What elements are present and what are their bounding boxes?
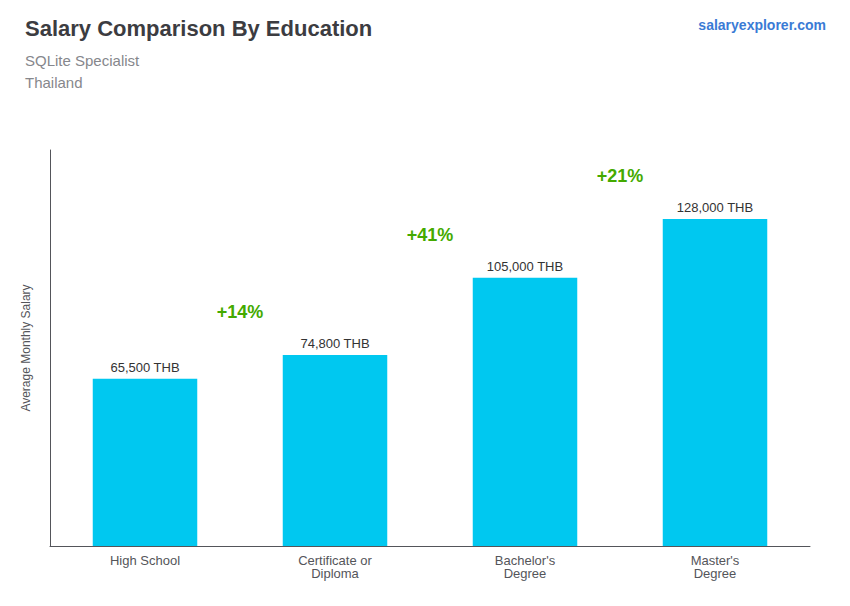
svg-text:74,800 THB: 74,800 THB (300, 336, 369, 351)
svg-text:Average Monthly Salary: Average Monthly Salary (19, 284, 33, 411)
svg-text:65,500 THB: 65,500 THB (110, 360, 179, 375)
svg-text:128,000 THB: 128,000 THB (677, 200, 753, 215)
svg-text:+21%: +21% (597, 166, 644, 186)
svg-text:Thailand: Thailand (25, 74, 83, 91)
svg-text:Certificate or: Certificate or (298, 553, 372, 568)
svg-text:Bachelor's: Bachelor's (494, 553, 556, 568)
svg-text:SQLite Specialist: SQLite Specialist (25, 52, 140, 69)
svg-text:105,000 THB: 105,000 THB (487, 259, 563, 274)
svg-text:High School: High School (110, 553, 180, 568)
svg-text:Diploma: Diploma (311, 566, 359, 581)
svg-text:+41%: +41% (407, 225, 454, 245)
svg-text:salaryexplorer.com: salaryexplorer.com (698, 17, 826, 33)
svg-text:Master's: Master's (690, 553, 740, 568)
svg-text:Degree: Degree (694, 566, 737, 581)
svg-text:Salary Comparison By Education: Salary Comparison By Education (25, 16, 372, 41)
svg-text:+14%: +14% (217, 302, 264, 322)
svg-text:Degree: Degree (504, 566, 547, 581)
